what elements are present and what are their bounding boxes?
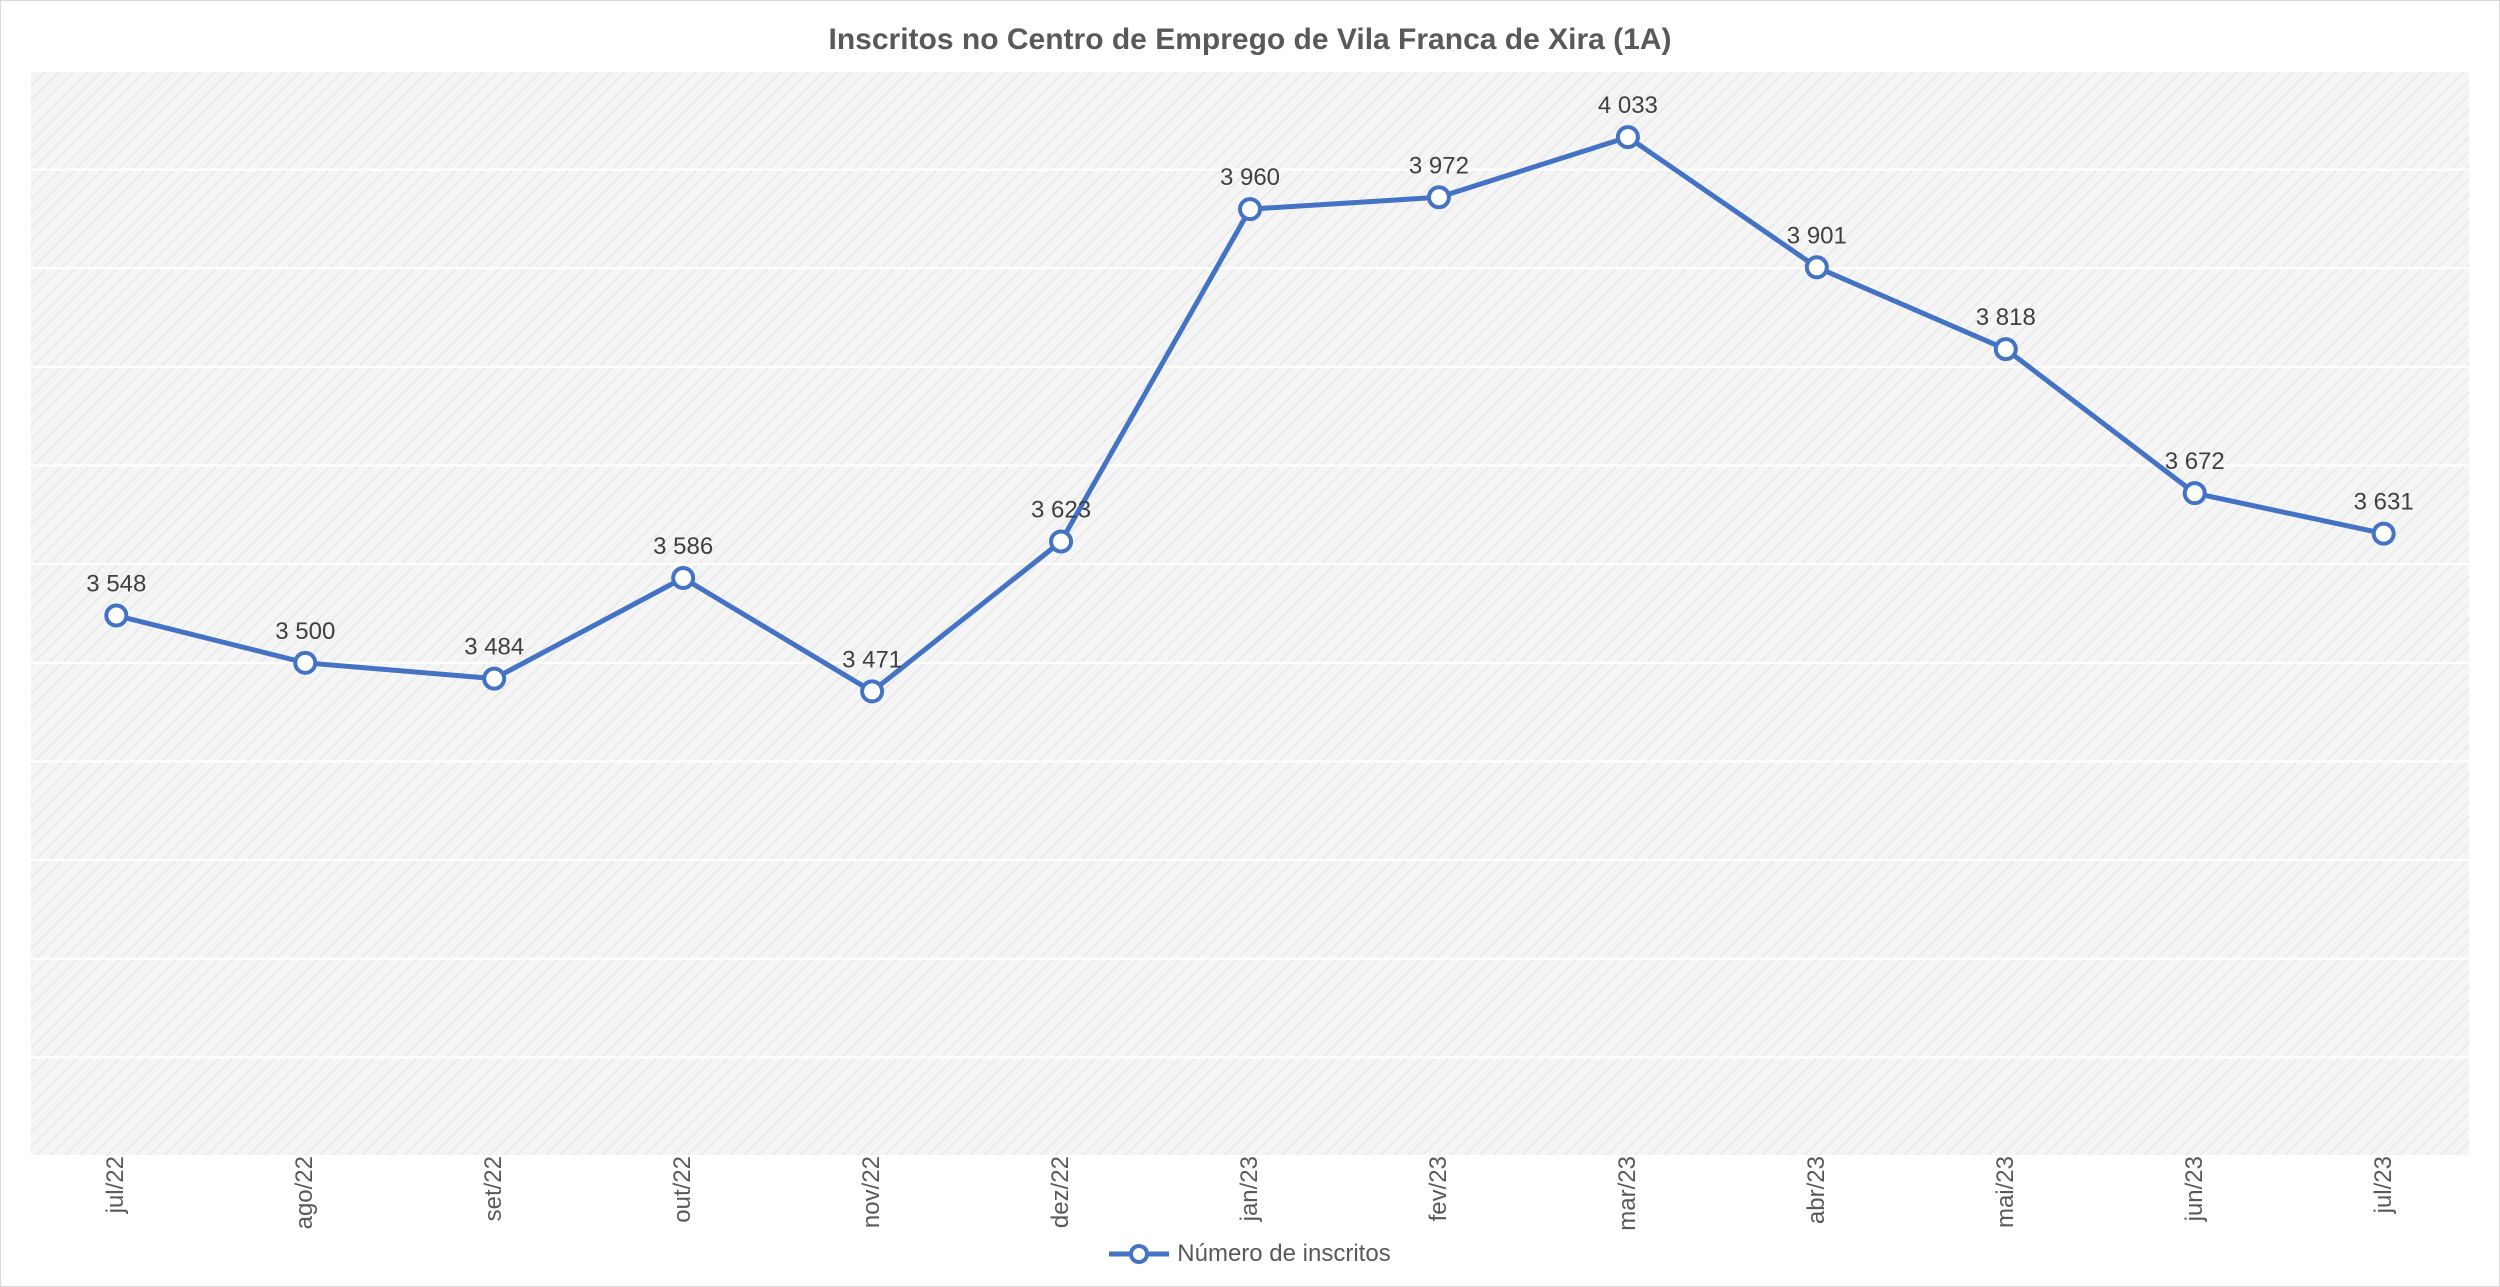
chart-title: Inscritos no Centro de Emprego de Vila F…: [1, 23, 2499, 57]
svg-text:3 548: 3 548: [86, 570, 146, 597]
svg-text:3 500: 3 500: [275, 618, 335, 645]
x-tick-label: out/22: [669, 1156, 697, 1223]
x-tick-label: abr/23: [1803, 1156, 1831, 1224]
svg-text:3 484: 3 484: [464, 634, 524, 661]
svg-text:3 631: 3 631: [2354, 489, 2414, 516]
x-tick-label: mai/23: [1992, 1156, 2020, 1228]
x-tick-label: nov/22: [858, 1156, 886, 1228]
legend: Número de inscritos: [1, 1240, 2499, 1268]
x-tick-label: set/22: [480, 1156, 508, 1221]
x-tick-label: jul/22: [102, 1156, 130, 1213]
x-tick-label: mar/23: [1614, 1156, 1642, 1231]
x-axis-labels: jul/22ago/22set/22out/22nov/22dez/22jan/…: [31, 1156, 2469, 1206]
svg-text:3 972: 3 972: [1409, 152, 1469, 179]
svg-text:3 960: 3 960: [1220, 164, 1280, 191]
svg-text:3 623: 3 623: [1031, 496, 1091, 523]
x-tick-label: fev/23: [1425, 1156, 1453, 1221]
svg-text:3 818: 3 818: [1976, 304, 2036, 331]
svg-text:3 901: 3 901: [1787, 222, 1847, 249]
x-tick-label: jan/23: [1236, 1156, 1264, 1221]
legend-swatch: [1109, 1242, 1169, 1266]
x-tick-label: jun/23: [2181, 1156, 2209, 1221]
svg-text:3 586: 3 586: [653, 533, 713, 560]
svg-text:3 471: 3 471: [842, 646, 902, 673]
x-tick-label: dez/22: [1047, 1156, 1075, 1228]
plot-area: 3 548 3 500 3 484 3 586 3 471 3 623 3 960 3 972…: [31, 71, 2469, 1156]
x-tick-label: ago/22: [291, 1156, 319, 1229]
x-tick-label: jul/23: [2370, 1156, 2398, 1213]
svg-text:4 033: 4 033: [1598, 92, 1658, 119]
legend-label: Número de inscritos: [1177, 1240, 1390, 1268]
chart-svg: 3 548 3 500 3 484 3 586 3 471 3 623 3 960 3 972…: [31, 71, 2469, 1156]
svg-text:3 672: 3 672: [2165, 448, 2225, 475]
chart-container: Inscritos no Centro de Emprego de Vila F…: [0, 0, 2500, 1287]
